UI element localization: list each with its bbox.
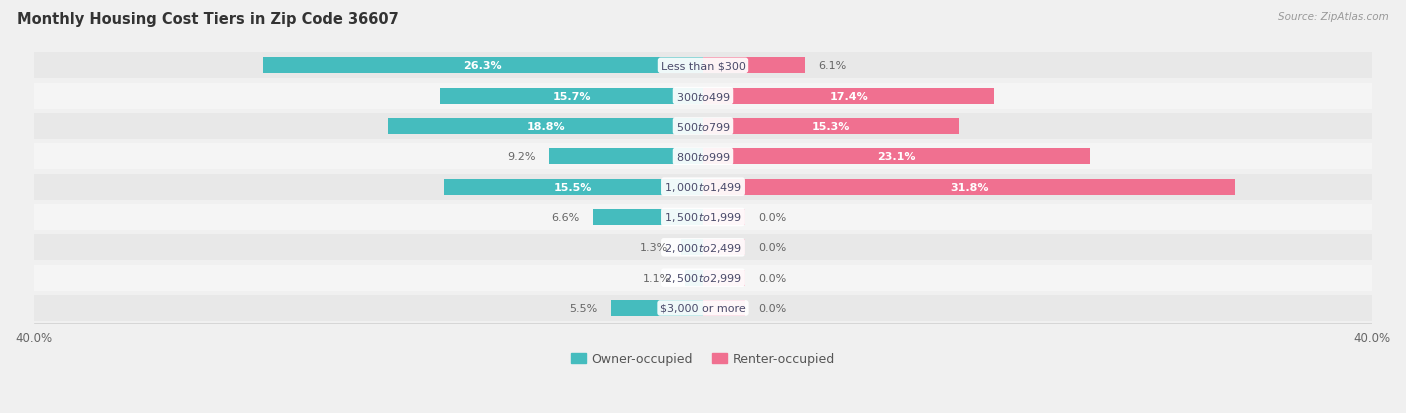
- Bar: [612, 300, 703, 316]
- Bar: [388, 119, 703, 135]
- Text: Monthly Housing Cost Tiers in Zip Code 36607: Monthly Housing Cost Tiers in Zip Code 3…: [17, 12, 399, 27]
- Text: $1,500 to $1,999: $1,500 to $1,999: [664, 211, 742, 224]
- Text: 15.7%: 15.7%: [553, 91, 591, 102]
- Text: 1.3%: 1.3%: [640, 243, 668, 253]
- Bar: [703, 119, 959, 135]
- Bar: [34, 53, 1372, 79]
- Bar: [703, 300, 745, 316]
- Text: $300 to $499: $300 to $499: [675, 90, 731, 102]
- Bar: [34, 114, 1372, 140]
- Text: 26.3%: 26.3%: [464, 61, 502, 71]
- Text: 9.2%: 9.2%: [508, 152, 536, 162]
- Text: 0.0%: 0.0%: [758, 273, 786, 283]
- Text: Less than $300: Less than $300: [661, 61, 745, 71]
- Text: 6.1%: 6.1%: [818, 61, 846, 71]
- Bar: [703, 209, 745, 225]
- Bar: [34, 235, 1372, 261]
- Text: 15.3%: 15.3%: [811, 122, 851, 132]
- Text: 31.8%: 31.8%: [950, 182, 988, 192]
- Text: 6.6%: 6.6%: [551, 212, 579, 223]
- Bar: [443, 179, 703, 195]
- Text: 17.4%: 17.4%: [830, 91, 868, 102]
- Bar: [703, 240, 745, 256]
- Bar: [34, 295, 1372, 321]
- Text: $3,000 or more: $3,000 or more: [661, 303, 745, 313]
- Bar: [440, 88, 703, 104]
- Bar: [685, 270, 703, 286]
- Legend: Owner-occupied, Renter-occupied: Owner-occupied, Renter-occupied: [565, 347, 841, 370]
- Text: 23.1%: 23.1%: [877, 152, 915, 162]
- Text: Source: ZipAtlas.com: Source: ZipAtlas.com: [1278, 12, 1389, 22]
- Bar: [34, 204, 1372, 230]
- Bar: [34, 144, 1372, 170]
- Text: $1,000 to $1,499: $1,000 to $1,499: [664, 181, 742, 194]
- Bar: [34, 83, 1372, 109]
- Text: 0.0%: 0.0%: [758, 243, 786, 253]
- Text: 0.0%: 0.0%: [758, 212, 786, 223]
- Bar: [703, 58, 806, 74]
- Bar: [703, 149, 1090, 165]
- Bar: [703, 270, 745, 286]
- Bar: [703, 179, 1236, 195]
- Text: $2,000 to $2,499: $2,000 to $2,499: [664, 241, 742, 254]
- Text: 18.8%: 18.8%: [526, 122, 565, 132]
- Bar: [34, 174, 1372, 200]
- Text: 0.0%: 0.0%: [758, 303, 786, 313]
- Bar: [703, 88, 994, 104]
- Bar: [263, 58, 703, 74]
- Text: 15.5%: 15.5%: [554, 182, 592, 192]
- Text: 1.1%: 1.1%: [643, 273, 671, 283]
- Text: $800 to $999: $800 to $999: [675, 151, 731, 163]
- Text: 5.5%: 5.5%: [569, 303, 598, 313]
- Bar: [34, 265, 1372, 291]
- Text: $500 to $799: $500 to $799: [675, 121, 731, 133]
- Text: $2,500 to $2,999: $2,500 to $2,999: [664, 271, 742, 285]
- Bar: [548, 149, 703, 165]
- Bar: [592, 209, 703, 225]
- Bar: [682, 240, 703, 256]
